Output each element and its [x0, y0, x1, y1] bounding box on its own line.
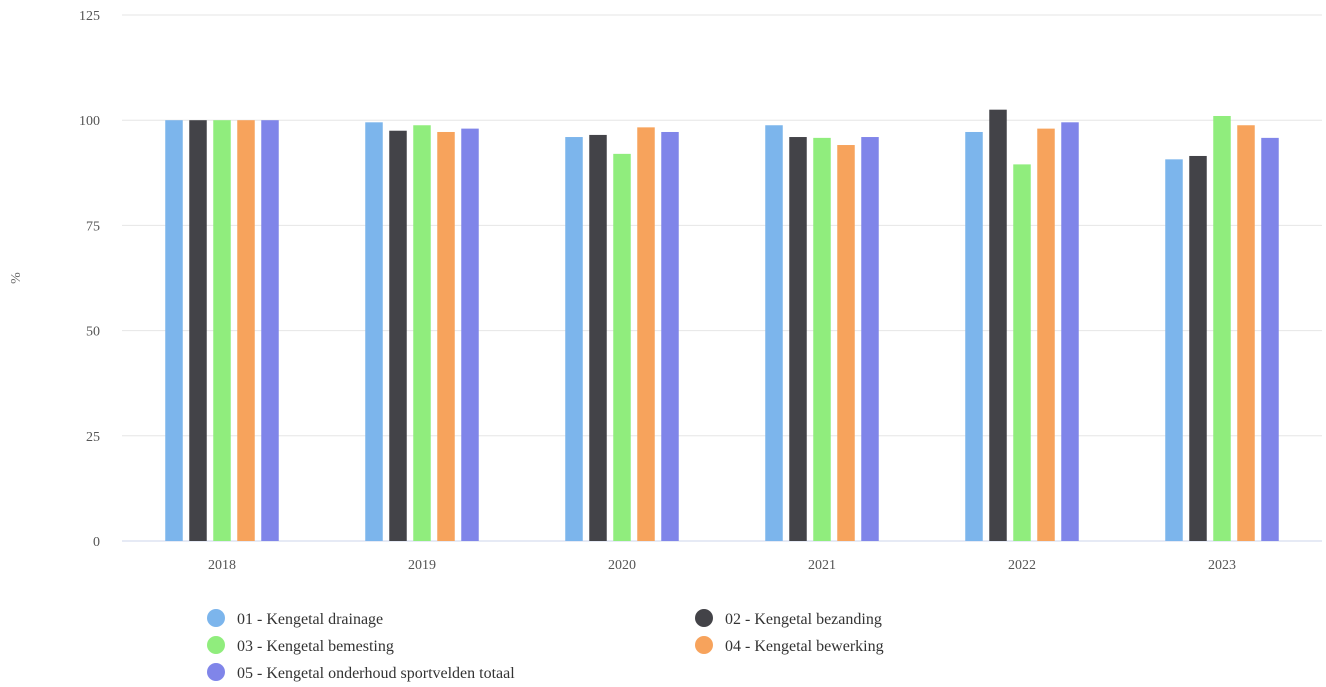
bar-2022-series-2	[989, 109, 1007, 542]
y-tick-label: 0	[93, 535, 100, 550]
bar-2018-series-5	[261, 120, 279, 541]
bar-2020-series-1	[565, 137, 583, 542]
bar-2018-series-3	[213, 120, 231, 541]
legend-label: 04 - Kengetal bewerking	[725, 638, 884, 655]
bar-2020-series-5	[661, 131, 679, 541]
legend-label: 01 - Kengetal drainage	[237, 611, 383, 628]
bar-2018-series-1	[165, 120, 183, 541]
legend-item-4[interactable]: 04 - Kengetal bewerking	[695, 636, 884, 655]
bar-2021-series-1	[765, 125, 783, 541]
y-axis-label: %	[9, 272, 24, 284]
bar-2022-series-4	[1037, 128, 1055, 541]
legend-item-3[interactable]: 03 - Kengetal bemesting	[207, 636, 394, 655]
y-tick-label: 125	[79, 9, 100, 24]
x-tick-label: 2021	[808, 558, 836, 573]
legend-marker	[695, 636, 713, 654]
x-axis-ticks: 2018 2019 2020 2021 2022 2023	[208, 558, 1236, 573]
legend-label: 03 - Kengetal bemesting	[237, 638, 394, 655]
x-tick-label: 2022	[1008, 558, 1036, 573]
bar-2019-series-5	[461, 128, 479, 541]
x-tick-label: 2020	[608, 558, 636, 573]
bar-2021-series-3	[813, 137, 831, 541]
bar-2023-series-2	[1189, 155, 1207, 541]
bar-2018-series-4	[237, 120, 255, 541]
grid-lines	[122, 14, 1322, 542]
y-tick-label: 100	[79, 114, 100, 129]
legend-item-5[interactable]: 05 - Kengetal onderhoud sportvelden tota…	[207, 663, 515, 682]
bar-2021-series-2	[789, 137, 807, 542]
bar-2019-series-2	[389, 130, 407, 541]
bar-2020-series-3	[613, 153, 631, 541]
bar-2022-series-5	[1061, 122, 1079, 541]
bar-2018-series-2	[189, 120, 207, 541]
y-tick-label: 25	[86, 430, 100, 445]
bar-2019-series-4	[437, 131, 455, 541]
x-tick-label: 2019	[408, 558, 436, 573]
legend-item-2[interactable]: 02 - Kengetal bezanding	[695, 609, 882, 628]
legend-marker	[207, 663, 225, 681]
legend-label: 02 - Kengetal bezanding	[725, 611, 882, 628]
bar-2020-series-4	[637, 127, 655, 541]
bar-2022-series-3	[1013, 164, 1031, 541]
y-tick-label: 50	[86, 325, 100, 340]
legend-label: 05 - Kengetal onderhoud sportvelden tota…	[237, 665, 515, 682]
bar-2023-series-3	[1213, 115, 1231, 541]
legend-item-1[interactable]: 01 - Kengetal drainage	[207, 609, 383, 628]
legend-marker	[207, 609, 225, 627]
x-tick-label: 2023	[1208, 558, 1236, 573]
legend-marker	[695, 609, 713, 627]
bar-2020-series-2	[589, 134, 607, 542]
bar-2019-series-1	[365, 122, 383, 541]
bar-2019-series-3	[413, 125, 431, 541]
bar-2023-series-4	[1237, 125, 1255, 541]
y-axis-ticks: 0 25 50 75 100 125	[79, 9, 100, 550]
legend: 01 - Kengetal drainage 02 - Kengetal beza…	[207, 609, 884, 682]
bar-2023-series-5	[1261, 137, 1279, 541]
bar-2023-series-1	[1165, 159, 1183, 541]
legend-marker	[207, 636, 225, 654]
bars	[165, 109, 1279, 542]
x-tick-label: 2018	[208, 558, 236, 573]
y-tick-label: 75	[86, 219, 100, 234]
bar-2021-series-5	[861, 137, 879, 542]
bar-2022-series-1	[965, 131, 983, 541]
bar-2021-series-4	[837, 145, 855, 541]
